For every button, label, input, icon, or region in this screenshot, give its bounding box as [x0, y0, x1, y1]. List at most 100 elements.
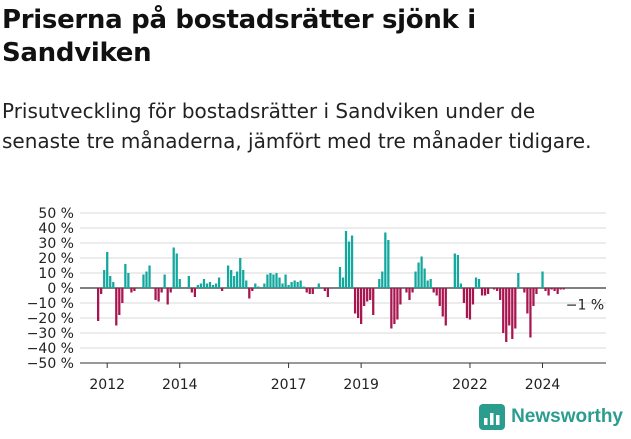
- bar: [254, 283, 257, 288]
- bar: [369, 288, 372, 300]
- bar: [287, 285, 290, 288]
- bar: [278, 277, 281, 288]
- bar: [142, 274, 145, 288]
- bar: [508, 288, 511, 326]
- bar: [266, 274, 269, 288]
- bar: [214, 283, 218, 288]
- bar: [432, 288, 435, 293]
- chart-subtitle: Prisutveckling för bostadsrätter i Sandv…: [2, 99, 592, 153]
- bar: [230, 270, 233, 288]
- bar: [517, 273, 520, 288]
- bar: [251, 288, 254, 291]
- bar: [202, 279, 206, 288]
- bar: [420, 256, 423, 288]
- bar: [496, 288, 499, 291]
- bar: [269, 273, 272, 288]
- bar: [305, 288, 308, 293]
- bar: [499, 288, 502, 300]
- bar: [474, 277, 478, 288]
- y-tick-label: −10 %: [27, 296, 74, 312]
- bar: [127, 273, 130, 288]
- bar: [272, 274, 275, 288]
- bar: [311, 288, 314, 294]
- bar: [163, 274, 166, 288]
- x-tick-label: 2019: [343, 377, 379, 393]
- x-axis: 2012 2014 2017 2019 2022 2024: [80, 362, 606, 393]
- bar: [396, 288, 399, 320]
- bar: [233, 276, 236, 288]
- bar: [133, 288, 136, 291]
- bar: [366, 288, 369, 302]
- y-tick-label: 0 %: [47, 281, 74, 297]
- bar: [245, 280, 248, 288]
- bar: [456, 255, 460, 288]
- bar-chart: 50 %40 %30 %20 %10 %0 %−10 %−20 %−30 %−4…: [27, 206, 606, 393]
- x-tick-label: 2012: [89, 377, 125, 393]
- bar: [208, 282, 212, 288]
- bar: [556, 288, 559, 294]
- bar: [187, 276, 190, 288]
- bar: [338, 267, 342, 288]
- y-tick-label: −50 %: [27, 356, 74, 372]
- bar: [505, 288, 508, 342]
- bar: [535, 288, 538, 294]
- bar: [103, 270, 106, 288]
- bar: [196, 285, 200, 288]
- bar: [559, 288, 562, 290]
- bar: [317, 283, 320, 288]
- y-tick-label: −30 %: [27, 326, 74, 342]
- bar: [344, 231, 348, 288]
- y-tick-label: 10 %: [38, 266, 74, 282]
- bar: [226, 265, 230, 288]
- bar: [323, 288, 326, 291]
- bar: [562, 288, 565, 290]
- bar: [118, 288, 121, 315]
- bar: [378, 279, 381, 288]
- bar: [441, 288, 444, 317]
- y-tick-label: −40 %: [27, 341, 74, 357]
- bar: [169, 288, 172, 293]
- chart-title: Priserna på bostadsrätter sjönk i Sandvi…: [2, 5, 476, 68]
- bar: [205, 283, 209, 288]
- bar: [502, 288, 505, 333]
- bar: [459, 283, 463, 288]
- bar: [112, 282, 115, 288]
- bar: [172, 247, 175, 288]
- bar: [166, 288, 169, 305]
- x-tick-label: 2024: [525, 377, 561, 393]
- bar: [438, 288, 441, 306]
- bar: [532, 288, 535, 306]
- bar: [284, 274, 287, 288]
- bar: [405, 288, 408, 293]
- bar: [465, 288, 469, 318]
- bar: [263, 283, 266, 288]
- bar: [220, 288, 224, 291]
- bar: [242, 270, 245, 288]
- newsworthy-logo-icon: [479, 404, 506, 430]
- bar: [408, 288, 411, 300]
- bar: [477, 279, 481, 288]
- bar: [381, 271, 384, 288]
- bar: [480, 288, 484, 296]
- y-tick-label: 40 %: [38, 221, 74, 237]
- bar: [426, 280, 429, 288]
- bar: [363, 288, 366, 306]
- x-tick-label: 2017: [271, 377, 307, 393]
- bars: [97, 231, 565, 342]
- bar: [290, 282, 293, 288]
- bar: [399, 288, 402, 305]
- bar: [393, 288, 396, 324]
- bar: [326, 288, 329, 297]
- bar: [526, 288, 529, 314]
- bar: [483, 288, 487, 296]
- bar: [190, 288, 193, 293]
- bar: [217, 277, 221, 288]
- bar: [199, 283, 203, 288]
- bar: [130, 288, 133, 293]
- y-tick-label: 20 %: [38, 251, 74, 267]
- bar: [100, 288, 103, 294]
- bar: [423, 268, 426, 288]
- bar: [148, 265, 151, 288]
- bar: [462, 288, 466, 303]
- bar: [468, 288, 472, 320]
